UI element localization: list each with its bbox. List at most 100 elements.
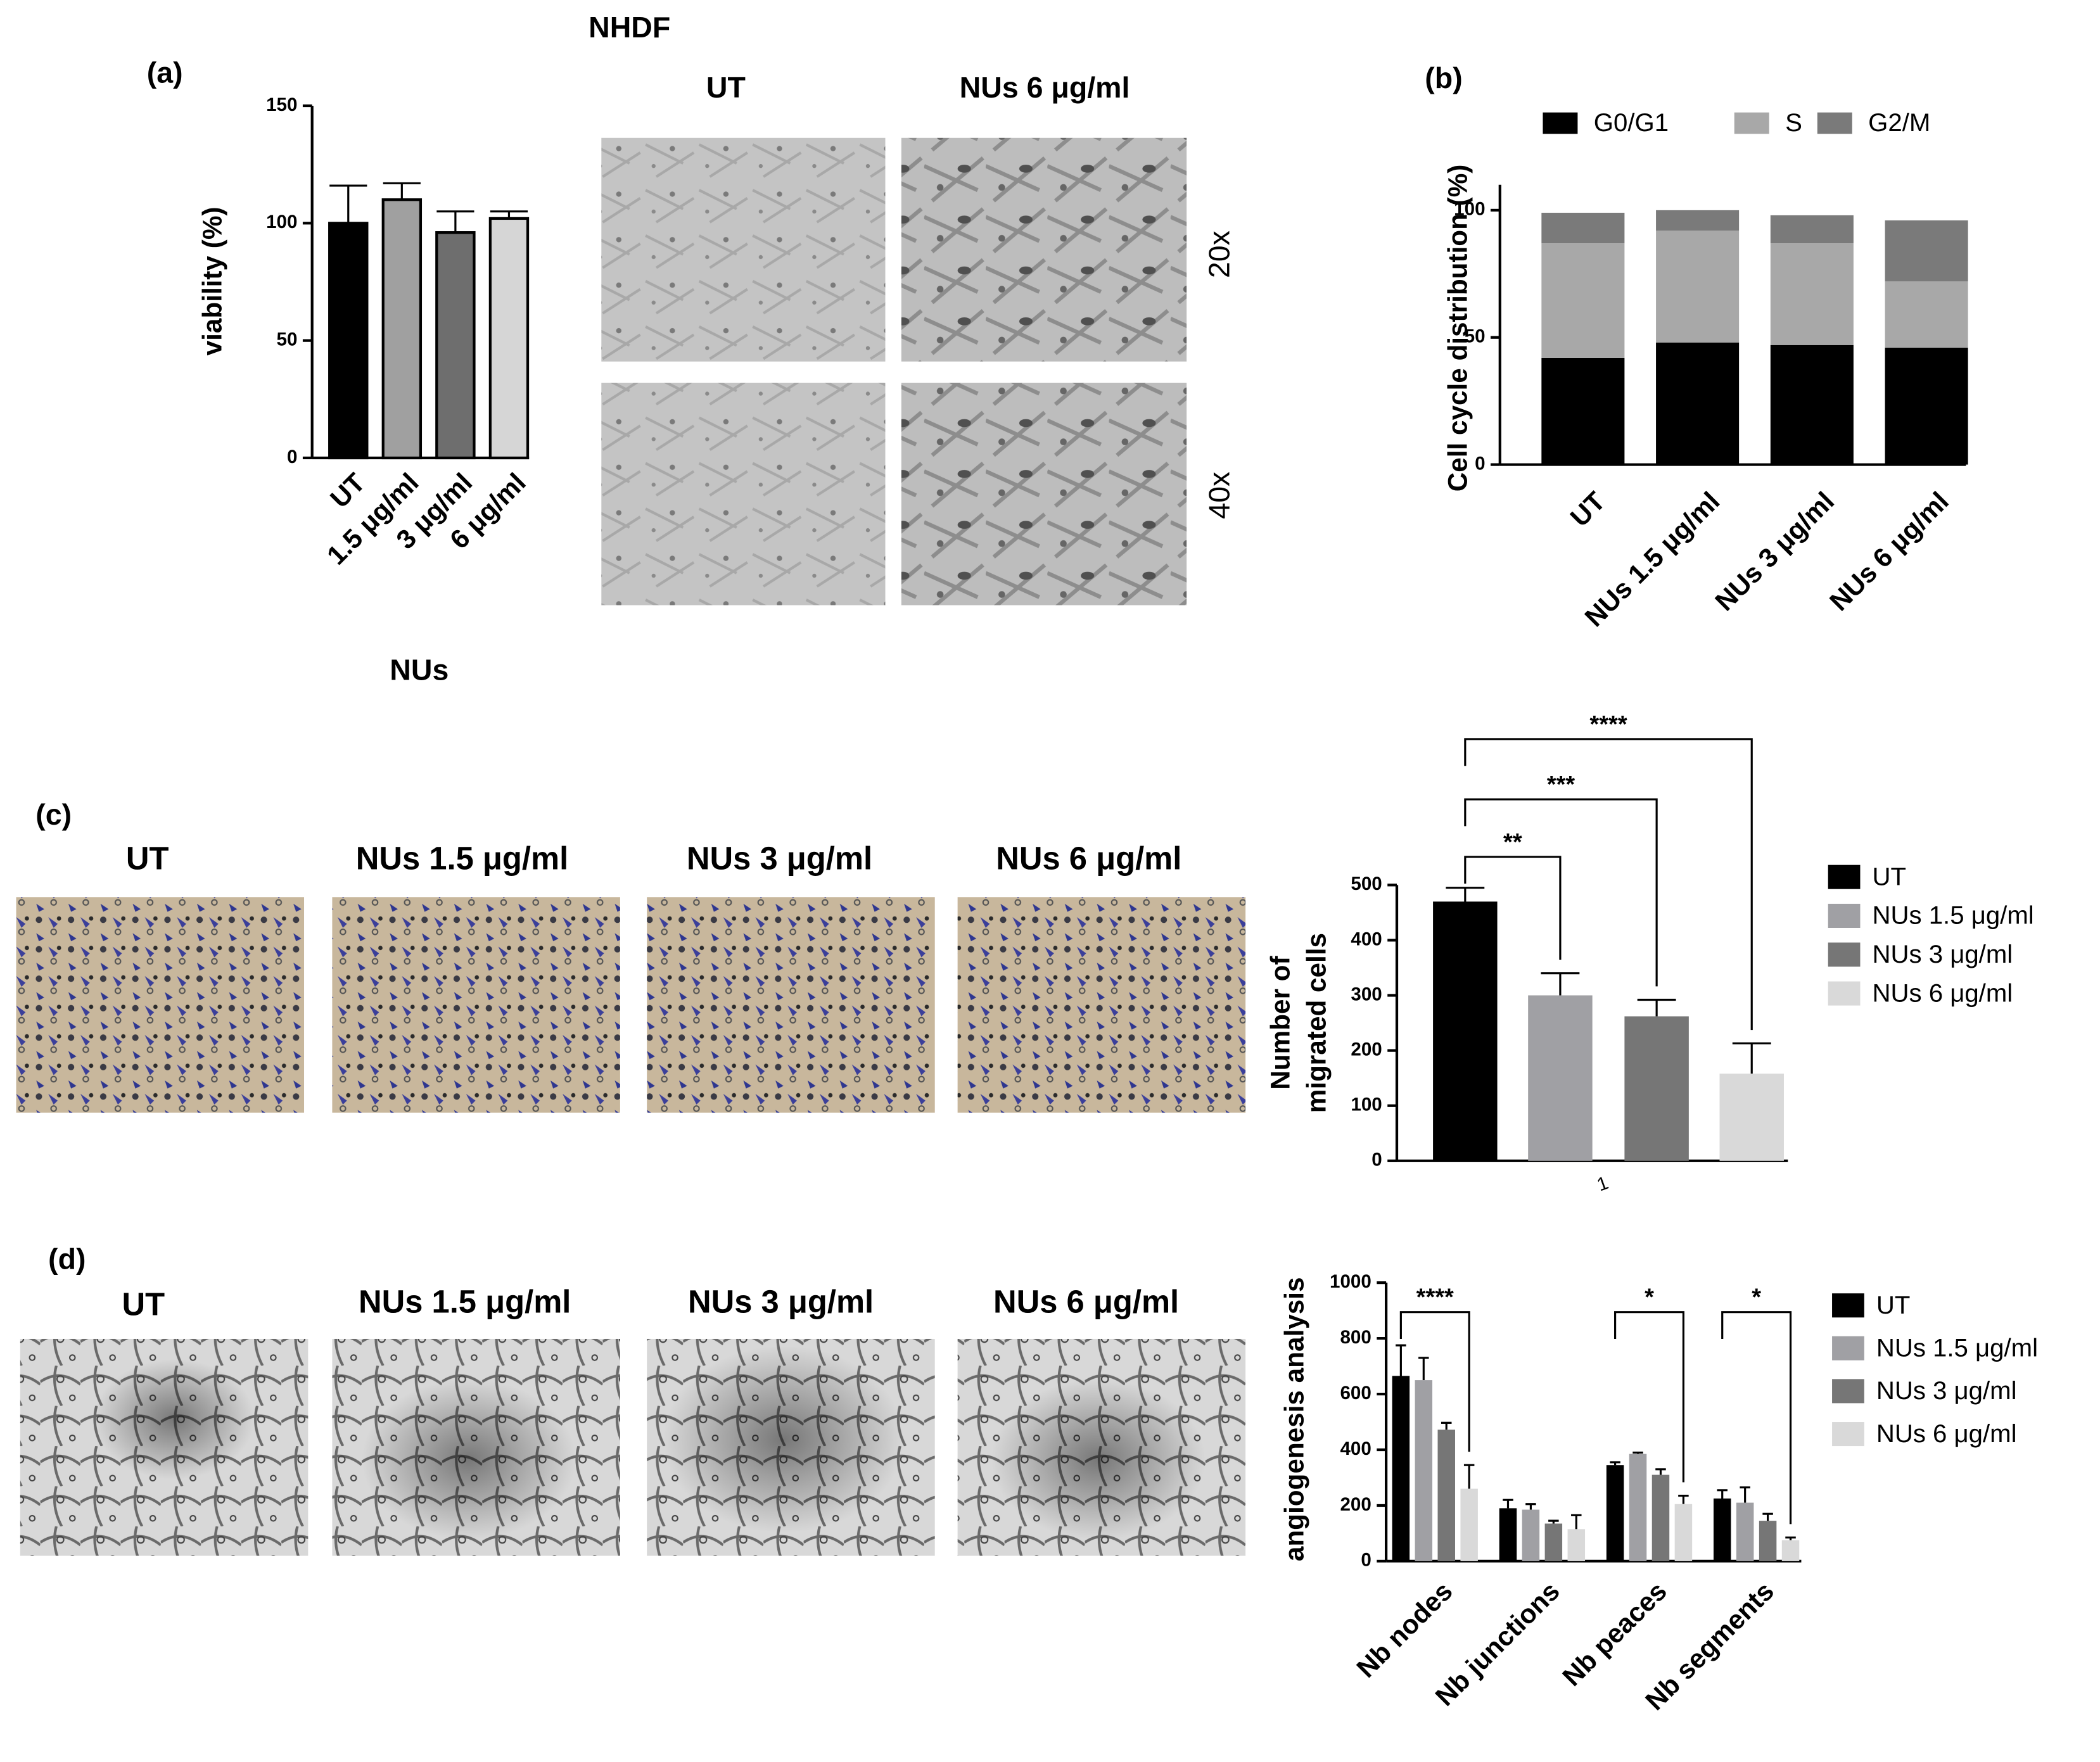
- legend-swatch: [1828, 942, 1861, 967]
- panel-label: (d): [48, 1243, 86, 1276]
- image-label: UT: [122, 1286, 165, 1322]
- bar: [1528, 995, 1593, 1161]
- panel-label: (b): [1425, 61, 1462, 94]
- y-tick-label: 0: [1371, 1150, 1382, 1170]
- y-tick-label: 400: [1351, 929, 1382, 949]
- error-bar: [1717, 1489, 1728, 1499]
- error-bar: [1503, 1499, 1513, 1509]
- photo: [901, 137, 1187, 362]
- legend-swatch: [1832, 1336, 1864, 1360]
- photo: [601, 383, 886, 605]
- error-bar: [1396, 1344, 1406, 1376]
- legend-swatch: [1828, 903, 1861, 928]
- error-bar: [1732, 1042, 1771, 1074]
- bar-segment: [1541, 357, 1625, 465]
- x-axis-title: NUs: [390, 654, 449, 687]
- bar: [1499, 1508, 1517, 1561]
- legend-label: NUs 1.5 μg/ml: [1876, 1334, 2038, 1362]
- significance-bracket: [1464, 738, 1753, 1030]
- error-bar: [1632, 1451, 1643, 1454]
- bar: [1736, 1502, 1754, 1561]
- error-bar: [1525, 1503, 1536, 1510]
- error-bar: [1678, 1494, 1689, 1504]
- bar: [488, 217, 530, 460]
- image-label: UT: [706, 71, 746, 104]
- y-tick-label: 800: [1340, 1327, 1371, 1348]
- bar-segment: [1885, 281, 1968, 348]
- x-tick-label: NUs 6 μg/ml: [1824, 486, 1954, 616]
- image-label: NUs 3 μg/ml: [687, 840, 872, 877]
- photo: [647, 897, 935, 1113]
- y-tick-label: 400: [1340, 1438, 1371, 1459]
- error-bar: [1441, 1421, 1452, 1430]
- error-bar: [1655, 1468, 1666, 1475]
- bar: [1719, 1074, 1784, 1161]
- bar-segment: [1770, 243, 1854, 345]
- y-tick-label: 0: [287, 447, 297, 467]
- legend-label: NUs 3 μg/ml: [1872, 940, 2013, 968]
- significance-label: **: [1503, 829, 1522, 856]
- y-axis-title: angiogenesis analysis: [1280, 1277, 1309, 1561]
- y-tick-label: 500: [1351, 873, 1382, 894]
- significance-label: *: [1752, 1284, 1761, 1311]
- photo: [332, 897, 620, 1113]
- y-axis-title: Cell cycle distribution (%): [1443, 165, 1473, 492]
- significance-label: ****: [1416, 1284, 1454, 1311]
- y-tick-label: 100: [1351, 1094, 1382, 1115]
- bar: [1567, 1529, 1586, 1561]
- legend-label: S: [1785, 108, 1802, 137]
- y-tick-label: 200: [1351, 1039, 1382, 1060]
- legend-swatch: [1543, 112, 1578, 134]
- bar: [1629, 1454, 1647, 1561]
- error-bar: [1418, 1357, 1429, 1381]
- y-tick-label: 100: [1454, 199, 1485, 220]
- bar-segment: [1656, 231, 1740, 343]
- bar: [1624, 1016, 1689, 1161]
- y-tick-label: 1000: [1330, 1271, 1371, 1292]
- y-tick-label: 300: [1351, 984, 1382, 1005]
- y-tick-label: 150: [266, 94, 297, 115]
- image-label: 40x: [1202, 472, 1235, 519]
- y-tick-label: 200: [1340, 1494, 1371, 1515]
- bar: [1392, 1376, 1410, 1561]
- error-bar: [1785, 1536, 1796, 1540]
- bar: [1713, 1498, 1731, 1561]
- legend-swatch: [1832, 1422, 1864, 1447]
- error-bar: [329, 184, 367, 224]
- legend-label: NUs 1.5 μg/ml: [1872, 901, 2033, 930]
- y-tick-label: 600: [1340, 1383, 1371, 1404]
- legend-label: G0/G1: [1594, 108, 1669, 137]
- significance-bracket: [1464, 798, 1658, 987]
- error-bar: [383, 182, 421, 200]
- error-bar: [1740, 1486, 1750, 1503]
- bar: [1544, 1523, 1563, 1561]
- error-bar: [1446, 887, 1485, 902]
- bar-segment: [1885, 220, 1968, 282]
- y-tick-label: 100: [266, 212, 297, 232]
- image-label: 20x: [1202, 231, 1235, 278]
- y-axis-title: viability (%): [198, 207, 227, 356]
- bar: [1674, 1504, 1693, 1561]
- bar-segment: [1656, 342, 1740, 465]
- bar-segment: [1770, 215, 1854, 244]
- photo-shade: [94, 1359, 255, 1480]
- legend-label: UT: [1876, 1291, 1911, 1319]
- error-bar: [1762, 1512, 1773, 1521]
- bar: [435, 231, 476, 460]
- significance-bracket: [1399, 1311, 1470, 1452]
- bar: [381, 198, 423, 460]
- x-tick-label: Nb peaces: [1556, 1576, 1672, 1692]
- bar-segment: [1541, 243, 1625, 358]
- legend-label: NUs 6 μg/ml: [1876, 1419, 2017, 1448]
- photo: [601, 137, 886, 362]
- bar: [1606, 1465, 1624, 1561]
- x-tick-label: 1: [1594, 1172, 1612, 1196]
- bar: [1759, 1521, 1777, 1561]
- significance-label: *: [1645, 1284, 1654, 1311]
- legend-label: G2/M: [1868, 108, 1930, 137]
- legend-swatch: [1828, 981, 1861, 1006]
- legend-swatch: [1828, 865, 1861, 889]
- error-bar: [436, 210, 474, 233]
- photo-shade: [663, 1345, 905, 1533]
- bar: [1651, 1474, 1670, 1561]
